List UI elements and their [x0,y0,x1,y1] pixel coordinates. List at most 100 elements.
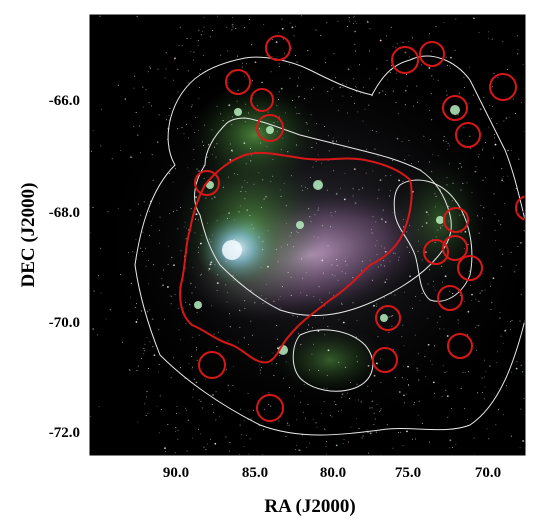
star [415,296,417,297]
star [225,261,227,262]
star [165,52,167,54]
star [469,135,471,137]
star [244,180,246,182]
star [184,221,186,223]
star [278,116,280,118]
star [189,303,190,305]
star [491,38,493,40]
star [520,293,522,295]
star [272,352,274,354]
star [330,211,332,213]
star [427,343,430,346]
star [391,315,393,317]
star [146,337,148,338]
star [149,309,151,311]
star [190,38,192,39]
star [186,37,188,39]
star [304,417,306,419]
star [462,182,464,184]
star [478,300,480,302]
star [128,369,130,371]
star [503,120,505,122]
star [389,72,391,74]
star [341,271,343,273]
star [281,27,284,30]
star [404,89,407,92]
star [523,398,525,399]
star [197,251,199,253]
star [398,259,399,261]
star [287,151,289,153]
star [300,292,301,294]
star [200,34,202,36]
star [215,156,217,158]
star [190,208,192,210]
star [448,220,450,222]
star [202,165,204,167]
star [356,418,357,420]
star [199,73,201,74]
star [361,437,363,439]
star [403,345,405,347]
star [457,319,459,321]
star [313,87,315,89]
star [373,424,375,426]
star [176,413,177,414]
star [232,384,234,386]
star [517,53,519,55]
star [457,168,459,170]
star [187,419,189,421]
star [354,31,356,33]
star [137,203,139,205]
star [97,334,98,336]
star [429,161,431,163]
star [463,77,465,79]
star [455,18,457,20]
star [156,141,159,144]
star [484,398,486,400]
star [361,270,362,272]
star [366,21,369,23]
white-contours [134,55,525,436]
star [499,249,501,251]
star [443,136,445,138]
star [198,399,200,401]
star [443,22,445,24]
star [446,395,449,397]
star [520,408,522,410]
star [167,245,169,247]
star [258,236,260,238]
star [386,35,388,37]
star [390,26,392,28]
star [398,179,400,182]
star [505,329,507,331]
star [92,328,95,330]
star [488,31,489,33]
star [458,92,460,94]
star [377,197,379,199]
star [172,181,174,183]
red-circle [391,46,419,74]
star [222,186,224,188]
star [450,56,452,59]
star [277,260,279,262]
star [379,179,382,182]
star [193,59,195,61]
star [145,265,147,267]
star [151,154,153,156]
star [229,326,231,328]
star [198,29,200,31]
star [254,61,257,64]
star [448,206,450,207]
star [333,144,335,146]
star [417,414,419,416]
star [300,71,302,73]
star [421,64,422,66]
star [248,344,249,346]
star [390,190,392,192]
star [447,64,449,66]
star [470,285,472,287]
red-circle [423,239,449,265]
star [251,80,253,82]
star [280,196,282,197]
